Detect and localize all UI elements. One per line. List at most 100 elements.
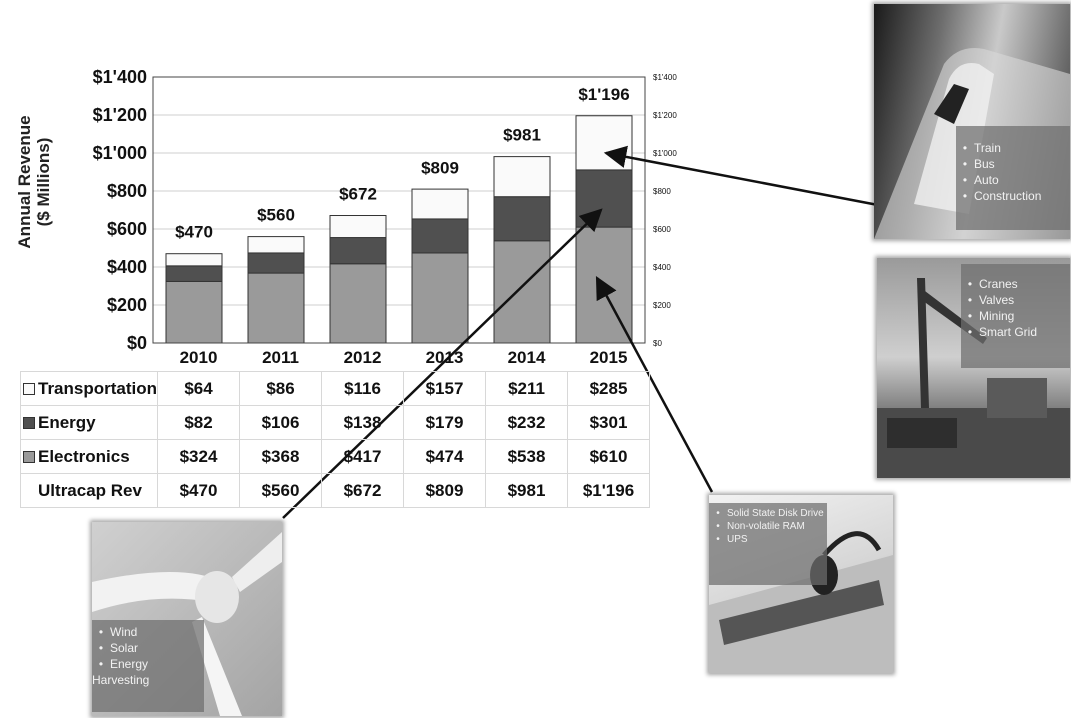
y-tick-label-left: $400 [107,257,147,277]
data-table: 2010 2011 2012 2013 2014 2015 Transporta… [19,344,651,508]
bar-electronics-2014 [493,240,551,344]
table-cell: $301 [567,405,651,440]
table-cell: $86 [239,371,323,406]
bar-transportation-2013 [411,188,469,220]
y-tick-label-right: $0 [653,339,662,348]
y-tick-label-right: $400 [653,263,671,272]
total-label-2015: $1'196 [578,85,629,104]
table-cell: $116 [321,371,405,406]
y-tick-label-right: $800 [653,187,671,196]
table-cell: $324 [157,439,241,474]
bar-transportation-2010 [165,253,223,267]
caption-item: • Energy Harvesting [92,657,150,687]
caption-item: • Mining [967,309,1015,323]
photo-train: • Train • Bus • Auto • Construction [874,4,1070,239]
total-label-2012: $672 [339,184,377,203]
table-cell: $285 [567,371,651,406]
photo-caption-box: • Wind • Solar • Energy Harvesting [92,620,204,712]
y-tick-label-right: $1'000 [653,149,677,158]
y-tick-label-right: $600 [653,225,671,234]
row-label: Electronics [38,446,130,466]
table-cell: $179 [403,405,487,440]
row-label: Ultracap Rev [19,473,159,508]
table-cell: $82 [157,405,241,440]
photo-laptop: • Solid State Disk Drive • Non-volatile RA… [709,495,893,673]
caption-item: • Construction [962,189,1042,203]
table-cell: $672 [321,473,405,508]
bar-transportation-2012 [329,215,387,239]
caption-item: • Valves [967,293,1015,307]
grid-lines [153,76,645,344]
legend-swatch-energy [23,417,35,430]
y-tick-label-right: $1'200 [653,111,677,120]
table-cell: $157 [403,371,487,406]
caption-item: • Bus [962,157,995,171]
table-cell: $232 [485,405,569,440]
table-row: Ultracap Rev $470 $560 $672 $809 $981 $1… [19,473,651,508]
table-cell: $417 [321,439,405,474]
photo-caption-box: • Solid State Disk Drive • Non-volatile RA… [709,503,827,585]
table-cell: $560 [239,473,323,508]
turbine-image [92,532,282,716]
caption-item: • UPS [716,534,748,545]
caption-item: • Auto [962,173,999,187]
bar-transportation-2014 [493,156,551,198]
y-tick-label-left: $800 [107,181,147,201]
total-label-2010: $470 [175,223,213,242]
caption-item: • Wind [98,625,138,639]
bars [165,115,633,344]
photo-harbour: • Cranes • Valves • Mining • Smart Grid [877,258,1070,478]
y-tick-label-left: $1'200 [93,105,147,125]
caption-item: • Non-volatile RAM [716,521,805,532]
bar-energy-2010 [165,265,223,282]
caption-item: • Cranes [967,277,1018,291]
bar-energy-2013 [411,218,469,254]
caption-item: • Solar [98,641,139,655]
table-cell: $981 [485,473,569,508]
table-cell: $809 [403,473,487,508]
bar-electronics-2011 [247,272,305,344]
y-tick-label-left: $0 [127,333,147,353]
bar-transportation-2015 [575,115,633,171]
table-cell: $610 [567,439,651,474]
table-cell: $106 [239,405,323,440]
total-labels: $470 $560 $672 $809 $981 $1'196 [175,85,630,242]
y-tick-label-right: $200 [653,301,671,310]
laptop-image [709,531,893,673]
photo-wind-turbine: • Wind • Solar • Energy Harvesting [92,522,282,716]
photo-caption-box: • Cranes • Valves • Mining • Smart Grid [961,264,1070,368]
total-label-2011: $560 [257,206,295,225]
arrow-transport [603,145,879,207]
y-tick-label-right: $1'400 [653,73,677,82]
x-tick-label: 2013 [425,347,464,367]
legend-swatch-electronics [23,451,35,464]
bar-electronics-2013 [411,252,469,344]
total-label-2014: $981 [503,126,541,145]
y-tick-label-left: $200 [107,295,147,315]
table-cell: $64 [157,371,241,406]
table-cell: $211 [485,371,569,406]
y-axis-label: Annual Revenue($ Millions) [15,115,53,248]
bar-electronics-2012 [329,263,387,344]
y-tick-label-left: $1'400 [93,67,147,87]
x-tick-label: 2015 [589,347,628,367]
table-cell: $1'196 [567,473,651,508]
bar-energy-2015 [575,169,633,228]
bar-energy-2011 [247,252,305,274]
row-label: Energy [38,412,96,432]
caption-item: • Train [962,141,1001,155]
plot-frame [152,76,646,344]
bar-electronics-2010 [165,280,223,344]
total-label-2013: $809 [421,158,459,177]
table-row: Electronics $324 $368 $417 $474 $538 $61… [19,439,651,474]
x-tick-label: 2011 [262,347,299,367]
photo-caption-box: • Train • Bus • Auto • Construction [956,126,1070,230]
table-row: Transportation $64 $86 $116 $157 $211 $2… [19,371,651,406]
y-ticks-left: $0 $200 $400 $600 $800 $1'000 $1'200 $1'400 [93,67,147,353]
table-cell: $368 [239,439,323,474]
table-cell: $138 [321,405,405,440]
x-tick-label: 2012 [343,347,382,367]
table-cell: $474 [403,439,487,474]
bar-energy-2012 [329,237,387,265]
